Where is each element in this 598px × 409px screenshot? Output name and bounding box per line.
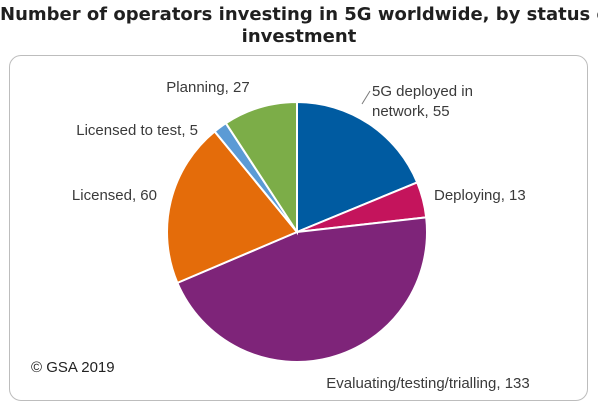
chart-title: Number of operators investing in 5G worl… bbox=[0, 4, 598, 48]
slice-label: Licensed to test, 5 bbox=[76, 122, 198, 139]
chart-title-line-1: Number of operators investing in 5G worl… bbox=[0, 4, 598, 25]
slice-label: Licensed, 60 bbox=[72, 187, 157, 204]
pie-slice-5g-deployed-in-network bbox=[296, 100, 419, 234]
pie-slice-planning bbox=[224, 100, 298, 236]
slice-label: Deploying, 13 bbox=[434, 187, 526, 204]
pie-slice-evaluating-testing-trialling bbox=[176, 216, 428, 363]
slice-label: 5G deployed in network, 55 bbox=[372, 83, 473, 120]
chart-title-line-2: investment bbox=[241, 26, 357, 47]
pie-slice-licensed bbox=[166, 130, 299, 285]
copyright-credit: © GSA 2019 bbox=[31, 359, 115, 376]
chart-frame bbox=[9, 55, 588, 401]
slice-label: Evaluating/testing/trialling, 133 bbox=[326, 375, 529, 392]
slice-label: Planning, 27 bbox=[166, 79, 249, 96]
leader-line bbox=[361, 90, 371, 105]
